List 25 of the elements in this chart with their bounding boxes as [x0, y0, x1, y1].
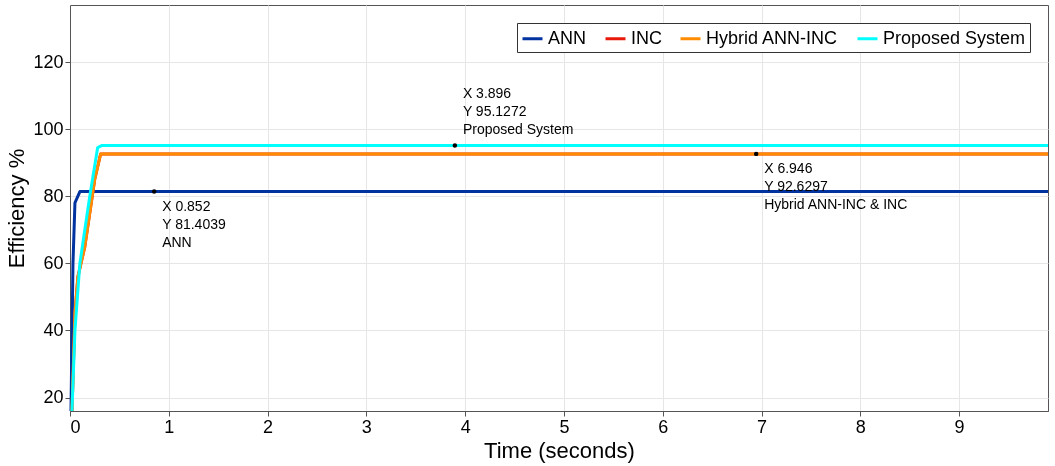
legend-label: ANN [548, 27, 587, 48]
y-tick-label: 100 [33, 118, 64, 139]
legend-label: INC [631, 27, 662, 48]
x-tick-label: 2 [263, 416, 274, 437]
annotation: X 3.896 Y 95.1272 Proposed System [462, 85, 574, 138]
y-tick-label: 80 [43, 185, 64, 206]
annotation: X 0.852 Y 81.4039 ANN [162, 197, 226, 250]
x-tick-label: 4 [460, 416, 471, 437]
y-tick-label: 60 [43, 252, 64, 273]
y-tick-label: 40 [43, 319, 64, 340]
x-tick-label: 7 [757, 416, 768, 437]
x-axis-title: Time (seconds) [484, 437, 635, 463]
y-tick-label: 20 [43, 387, 64, 408]
annotation: X 6.946 Y 92.6297 Hybrid ANN-INC & INC [764, 159, 908, 212]
y-tick-label: 120 [33, 51, 64, 72]
legend-label: Proposed System [883, 27, 1026, 48]
x-tick-label: 1 [164, 416, 175, 437]
x-tick-label: 3 [361, 416, 372, 437]
x-tick-label: 6 [658, 416, 669, 437]
x-tick-label: 0 [70, 416, 81, 437]
x-tick-label: 8 [855, 416, 866, 437]
x-tick-label: 9 [954, 416, 965, 437]
x-tick-label: 5 [559, 416, 570, 437]
y-axis-title: Efficiency % [4, 148, 30, 269]
legend-label: Hybrid ANN-INC [706, 27, 838, 48]
